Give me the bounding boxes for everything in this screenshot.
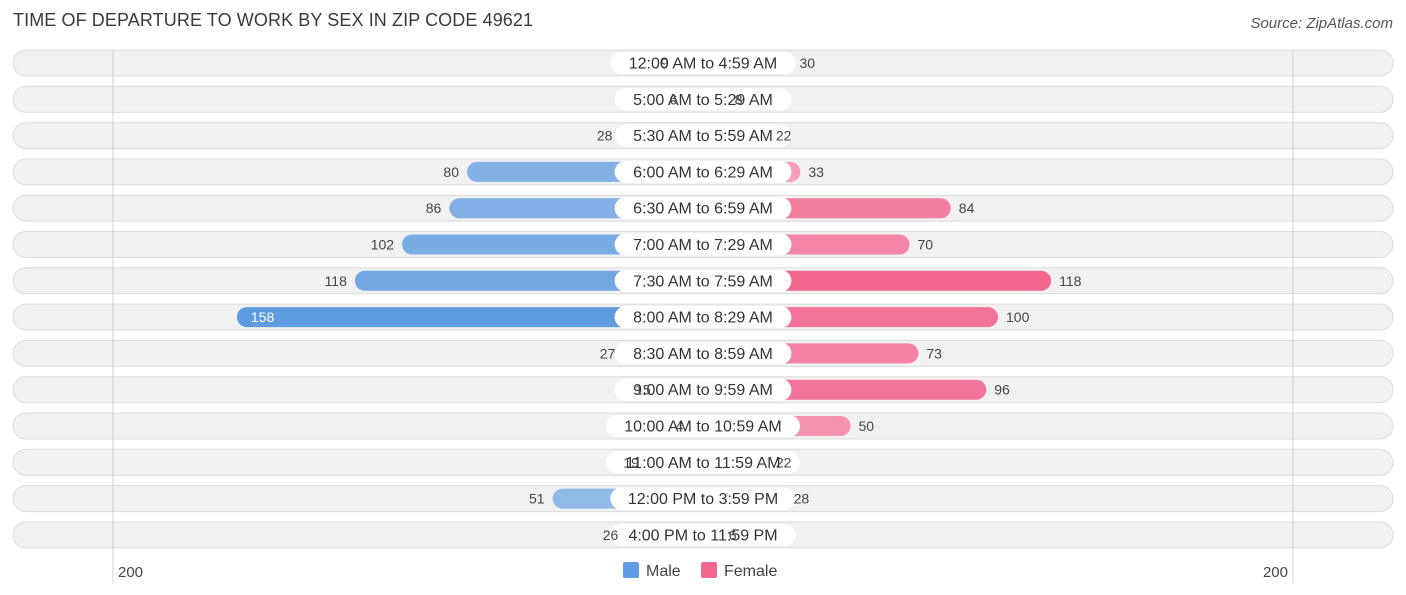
- category-label: 8:00 AM to 8:29 AM: [633, 310, 773, 327]
- category-pill: [610, 523, 796, 546]
- male-value-label: 19: [623, 454, 639, 470]
- category-label: 4:00 PM to 11:59 PM: [628, 527, 777, 544]
- male-value-label: 15: [635, 382, 651, 398]
- table-row: 5:00 AM to 5:29 AM6 8: [12, 85, 1394, 113]
- chart-title: TIME OF DEPARTURE TO WORK BY SEX IN ZIP …: [13, 10, 534, 30]
- female-value-label: 73: [926, 345, 942, 361]
- category-label: 9:00 AM to 9:59 AM: [633, 382, 773, 399]
- category-pill: [614, 378, 792, 401]
- female-value-label: 33: [808, 164, 824, 180]
- category-label: 5:00 AM to 5:29 AM: [633, 92, 773, 109]
- male-value-label: 118: [325, 273, 348, 289]
- axis-left-label: 200: [118, 564, 143, 581]
- table-row: 5:30 AM to 5:59 AM 28 22: [12, 122, 1394, 150]
- legend-male-swatch: [623, 562, 639, 578]
- male-value-label: 80: [443, 164, 459, 180]
- female-value-label: 22: [776, 128, 792, 144]
- table-row: 6:00 AM to 6:29 AM 80 33: [12, 158, 1394, 186]
- category-pill: [614, 233, 792, 256]
- table-row: 7:00 AM to 7:29 AM 102 70: [12, 231, 1394, 258]
- category-pill: [610, 52, 796, 74]
- female-value-label: 50: [859, 418, 875, 434]
- category-pill: [606, 451, 800, 474]
- category-label: 7:30 AM to 7:59 AM: [633, 273, 773, 290]
- female-value-label: 22: [776, 454, 792, 470]
- table-row: 7:30 AM to 7:59 AM 118 118: [12, 267, 1394, 295]
- category-pill: [610, 487, 796, 510]
- category-pill: [614, 306, 792, 329]
- female-value-label: 70: [918, 237, 934, 253]
- category-label: 6:00 AM to 6:29 AM: [633, 164, 773, 181]
- legend-female-label: Female: [724, 563, 777, 580]
- male-bar: [236, 307, 713, 328]
- female-value-label: 28: [794, 491, 810, 507]
- category-pill: [614, 160, 792, 183]
- female-value-label: 118: [1059, 273, 1082, 289]
- table-row: 6:30 AM to 6:59 AM 86 84: [12, 194, 1394, 222]
- table-row: 10:00 AM to 10:59 AM4 50: [12, 412, 1394, 440]
- female-value-label: 96: [994, 382, 1010, 398]
- category-label: 12:00 PM to 3:59 PM: [628, 491, 778, 508]
- category-label: 5:30 AM to 5:59 AM: [633, 128, 773, 145]
- male-value-label: 4: [675, 418, 683, 434]
- category-label: 12:00 AM to 4:59 AM: [629, 56, 778, 73]
- male-value-label: 9: [661, 55, 669, 71]
- category-pill: [614, 342, 792, 365]
- source-note: Source: ZipAtlas.com: [1250, 15, 1393, 32]
- female-value-label: 30: [800, 55, 816, 71]
- category-pill: [614, 197, 792, 220]
- category-label: 8:30 AM to 8:59 AM: [633, 346, 773, 363]
- table-row: 12:00 PM to 3:59 PM 51 28: [12, 485, 1394, 513]
- male-value-label: 6: [670, 91, 678, 107]
- female-value-label: 6: [729, 527, 737, 543]
- female-value-label: 8: [735, 91, 743, 107]
- table-row: 4:00 PM to 11:59 PM 26 6: [12, 521, 1394, 549]
- category-label: 11:00 AM to 11:59 AM: [625, 455, 780, 472]
- category-label: 6:30 AM to 6:59 AM: [633, 201, 773, 218]
- male-value-label: 86: [426, 200, 442, 216]
- legend-male-label: Male: [646, 563, 681, 580]
- male-value-label: 27: [600, 345, 616, 361]
- table-row: 8:30 AM to 8:59 AM 27 73: [12, 339, 1394, 367]
- category-pill: [606, 415, 800, 437]
- male-value-label: 28: [597, 128, 613, 144]
- male-value-label: 102: [371, 237, 395, 253]
- category-label: 10:00 AM to 10:59 AM: [624, 419, 781, 436]
- male-value-label: 51: [529, 491, 545, 507]
- table-row: 12:00 AM to 4:59 AM9 30: [12, 49, 1394, 77]
- category-pill: [614, 124, 792, 147]
- axis-right-label: 200: [1263, 564, 1288, 581]
- female-value-label: 84: [959, 200, 975, 216]
- legend-female-swatch: [701, 562, 717, 578]
- category-pill: [614, 269, 792, 292]
- male-value-label: 158: [251, 309, 275, 325]
- female-value-label: 100: [1006, 309, 1030, 325]
- category-label: 7:00 AM to 7:29 AM: [633, 237, 773, 254]
- legend: Male Female: [623, 562, 777, 580]
- category-pill: [614, 88, 792, 111]
- table-row: 8:00 AM to 8:29 AM 158 100: [12, 303, 1394, 331]
- male-value-label: 26: [603, 527, 619, 543]
